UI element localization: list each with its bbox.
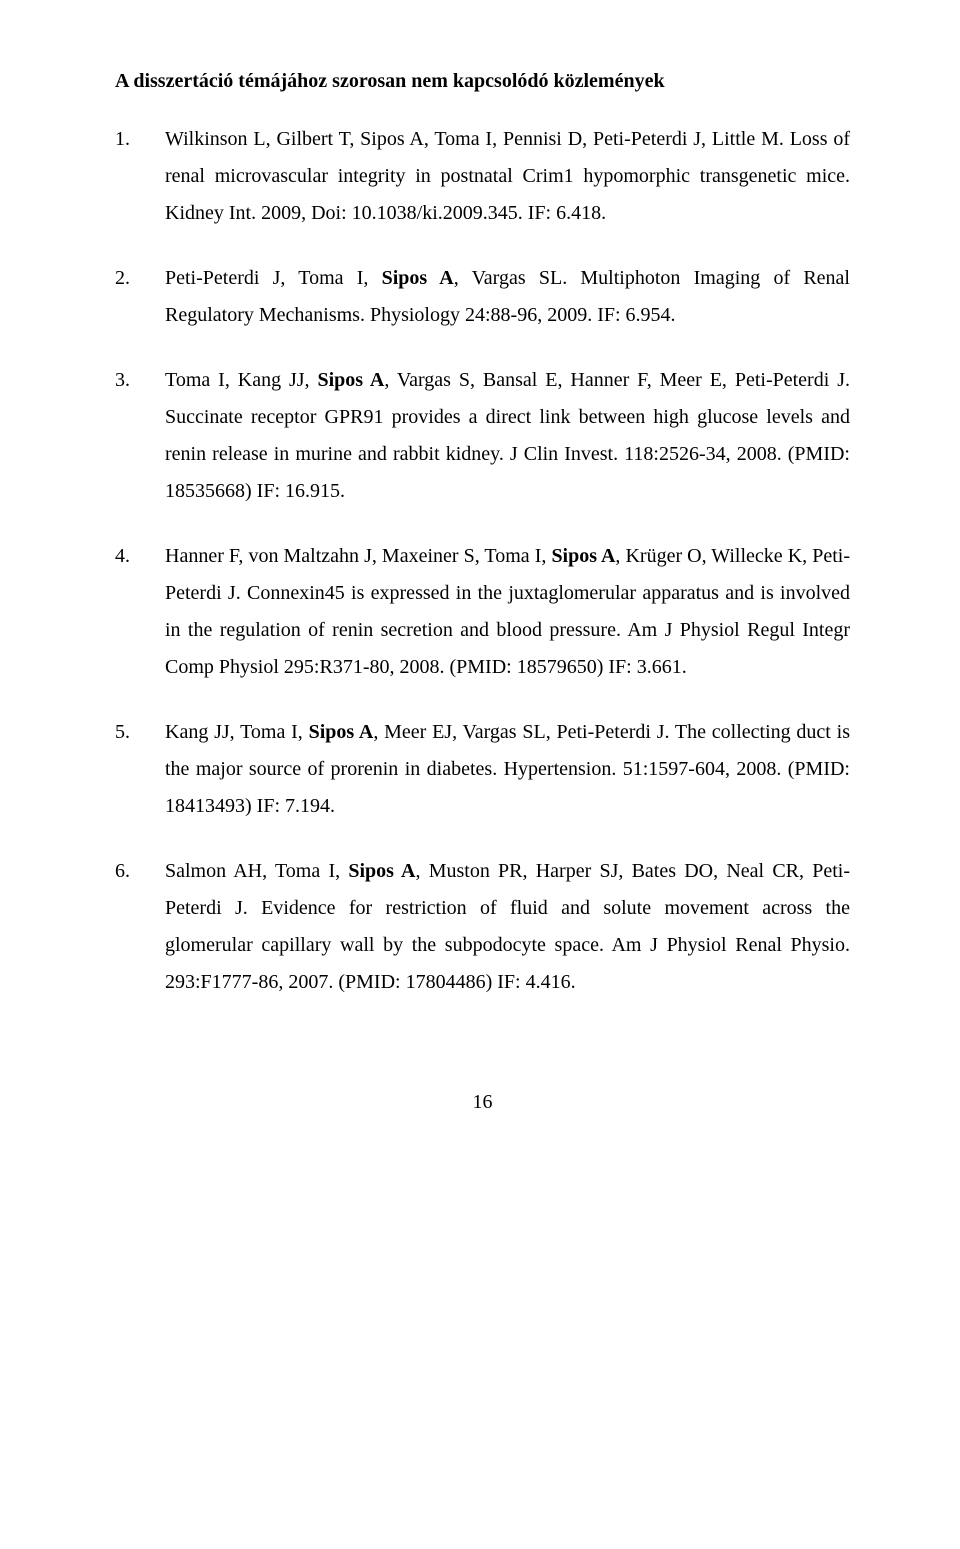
reference-number: 4. <box>115 538 165 686</box>
reference-segment: Hanner F, von Maltzahn J, Maxeiner S, To… <box>165 545 551 567</box>
reference-entry: 4.Hanner F, von Maltzahn J, Maxeiner S, … <box>115 538 850 686</box>
reference-number: 5. <box>115 714 165 825</box>
author-highlight: Sipos A <box>551 545 615 567</box>
author-highlight: Sipos A <box>348 860 415 882</box>
reference-number: 1. <box>115 121 165 232</box>
reference-number: 3. <box>115 362 165 510</box>
reference-segment: Peti-Peterdi J, Toma I, <box>165 267 382 289</box>
section-heading: A disszertáció témájához szorosan nem ka… <box>115 70 850 93</box>
reference-text: Kang JJ, Toma I, Sipos A, Meer EJ, Varga… <box>165 714 850 825</box>
reference-segment: Salmon AH, Toma I, <box>165 860 348 882</box>
reference-segment: Kang JJ, Toma I, <box>165 721 309 743</box>
reference-text: Hanner F, von Maltzahn J, Maxeiner S, To… <box>165 538 850 686</box>
reference-entry: 1.Wilkinson L, Gilbert T, Sipos A, Toma … <box>115 121 850 232</box>
reference-entry: 3.Toma I, Kang JJ, Sipos A, Vargas S, Ba… <box>115 362 850 510</box>
reference-number: 6. <box>115 853 165 1001</box>
reference-number: 2. <box>115 260 165 334</box>
reference-text: Peti-Peterdi J, Toma I, Sipos A, Vargas … <box>165 260 850 334</box>
reference-segment: Toma I, Kang JJ, <box>165 369 317 391</box>
reference-text: Wilkinson L, Gilbert T, Sipos A, Toma I,… <box>165 121 850 232</box>
reference-segment: Wilkinson L, Gilbert T, Sipos A, Toma I,… <box>165 128 850 224</box>
author-highlight: Sipos A <box>309 721 374 743</box>
author-highlight: Sipos A <box>317 369 384 391</box>
reference-text: Salmon AH, Toma I, Sipos A, Muston PR, H… <box>165 853 850 1001</box>
author-highlight: Sipos A <box>382 267 454 289</box>
reference-entry: 6.Salmon AH, Toma I, Sipos A, Muston PR,… <box>115 853 850 1001</box>
reference-entry: 2.Peti-Peterdi J, Toma I, Sipos A, Varga… <box>115 260 850 334</box>
reference-entry: 5.Kang JJ, Toma I, Sipos A, Meer EJ, Var… <box>115 714 850 825</box>
reference-text: Toma I, Kang JJ, Sipos A, Vargas S, Bans… <box>165 362 850 510</box>
page-number: 16 <box>115 1091 850 1114</box>
